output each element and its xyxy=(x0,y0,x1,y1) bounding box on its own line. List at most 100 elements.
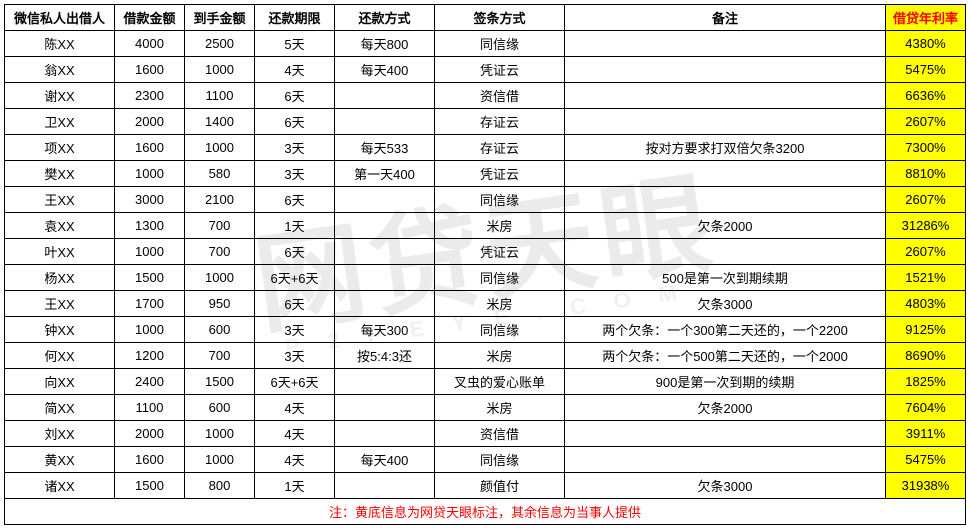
cell-repay: 每天533 xyxy=(335,135,435,161)
cell-received: 2100 xyxy=(185,187,255,213)
table-row: 诸XX15008001天颜值付欠条300031938% xyxy=(5,473,966,499)
cell-received: 1000 xyxy=(185,447,255,473)
cell-apr: 7300% xyxy=(886,135,966,161)
table-row: 叶XX10007006天凭证云2607% xyxy=(5,239,966,265)
header-repay: 还款方式 xyxy=(335,5,435,31)
cell-note: 900是第一次到期的续期 xyxy=(565,369,886,395)
cell-note: 欠条3000 xyxy=(565,291,886,317)
cell-received: 950 xyxy=(185,291,255,317)
cell-amount: 1700 xyxy=(115,291,185,317)
cell-apr: 8810% xyxy=(886,161,966,187)
cell-period: 6天 xyxy=(255,109,335,135)
cell-repay xyxy=(335,473,435,499)
cell-amount: 2000 xyxy=(115,421,185,447)
cell-lender: 向XX xyxy=(5,369,115,395)
cell-amount: 1600 xyxy=(115,57,185,83)
cell-period: 6天 xyxy=(255,187,335,213)
cell-lender: 简XX xyxy=(5,395,115,421)
cell-note: 按对方要求打双倍欠条3200 xyxy=(565,135,886,161)
table-header-row: 微信私人出借人借款金额到手金额还款期限还款方式签条方式备注借贷年利率 xyxy=(5,5,966,31)
table-row: 向XX240015006天+6天叉虫的爱心账单900是第一次到期的续期1825% xyxy=(5,369,966,395)
cell-amount: 1000 xyxy=(115,239,185,265)
table-row: 刘XX200010004天资信借3911% xyxy=(5,421,966,447)
table-row: 樊XX10005803天第一天400凭证云8810% xyxy=(5,161,966,187)
header-period: 还款期限 xyxy=(255,5,335,31)
table-row: 王XX300021006天同信缘2607% xyxy=(5,187,966,213)
cell-received: 580 xyxy=(185,161,255,187)
cell-repay: 第一天400 xyxy=(335,161,435,187)
cell-amount: 2300 xyxy=(115,83,185,109)
cell-lender: 王XX xyxy=(5,291,115,317)
cell-amount: 2400 xyxy=(115,369,185,395)
cell-sign: 存证云 xyxy=(435,135,565,161)
table-row: 简XX11006004天米房欠条20007604% xyxy=(5,395,966,421)
cell-amount: 1600 xyxy=(115,447,185,473)
cell-sign: 资信借 xyxy=(435,83,565,109)
cell-sign: 叉虫的爱心账单 xyxy=(435,369,565,395)
cell-lender: 叶XX xyxy=(5,239,115,265)
cell-apr: 2607% xyxy=(886,187,966,213)
cell-apr: 6636% xyxy=(886,83,966,109)
cell-apr: 4803% xyxy=(886,291,966,317)
cell-received: 1400 xyxy=(185,109,255,135)
cell-lender: 袁XX xyxy=(5,213,115,239)
cell-note: 欠条2000 xyxy=(565,395,886,421)
cell-lender: 刘XX xyxy=(5,421,115,447)
cell-sign: 同信缘 xyxy=(435,265,565,291)
cell-period: 3天 xyxy=(255,135,335,161)
cell-sign: 米房 xyxy=(435,343,565,369)
cell-repay: 每天400 xyxy=(335,447,435,473)
cell-received: 1500 xyxy=(185,369,255,395)
cell-received: 1000 xyxy=(185,135,255,161)
cell-amount: 1100 xyxy=(115,395,185,421)
cell-note xyxy=(565,161,886,187)
cell-apr: 5475% xyxy=(886,447,966,473)
table-row: 黄XX160010004天每天400同信缘5475% xyxy=(5,447,966,473)
cell-note: 500是第一次到期续期 xyxy=(565,265,886,291)
cell-received: 1100 xyxy=(185,83,255,109)
cell-sign: 米房 xyxy=(435,291,565,317)
table-row: 项XX160010003天每天533存证云按对方要求打双倍欠条32007300% xyxy=(5,135,966,161)
cell-lender: 黄XX xyxy=(5,447,115,473)
table-row: 袁XX13007001天米房欠条200031286% xyxy=(5,213,966,239)
cell-apr: 7604% xyxy=(886,395,966,421)
cell-note xyxy=(565,109,886,135)
cell-sign: 同信缘 xyxy=(435,187,565,213)
cell-sign: 资信借 xyxy=(435,421,565,447)
cell-apr: 5475% xyxy=(886,57,966,83)
cell-apr: 2607% xyxy=(886,109,966,135)
cell-sign: 同信缘 xyxy=(435,31,565,57)
cell-amount: 1500 xyxy=(115,473,185,499)
header-lender: 微信私人出借人 xyxy=(5,5,115,31)
cell-period: 6天 xyxy=(255,291,335,317)
cell-lender: 陈XX xyxy=(5,31,115,57)
cell-note xyxy=(565,187,886,213)
header-note: 备注 xyxy=(565,5,886,31)
cell-lender: 何XX xyxy=(5,343,115,369)
cell-repay: 每天800 xyxy=(335,31,435,57)
cell-period: 6天 xyxy=(255,239,335,265)
table-row: 翁XX160010004天每天400凭证云5475% xyxy=(5,57,966,83)
cell-period: 4天 xyxy=(255,421,335,447)
cell-amount: 1300 xyxy=(115,213,185,239)
table-row: 王XX17009506天 米房欠条30004803% xyxy=(5,291,966,317)
cell-apr: 1521% xyxy=(886,265,966,291)
table-row: 卫XX200014006天存证云2607% xyxy=(5,109,966,135)
cell-repay xyxy=(335,187,435,213)
cell-sign: 米房 xyxy=(435,213,565,239)
cell-sign: 凭证云 xyxy=(435,239,565,265)
cell-repay xyxy=(335,213,435,239)
cell-lender: 钟XX xyxy=(5,317,115,343)
header-apr: 借贷年利率 xyxy=(886,5,966,31)
cell-received: 1000 xyxy=(185,265,255,291)
cell-amount: 1000 xyxy=(115,317,185,343)
cell-period: 4天 xyxy=(255,57,335,83)
cell-repay xyxy=(335,83,435,109)
cell-note xyxy=(565,31,886,57)
table-row: 钟XX10006003天每天300同信缘两个欠条：一个300第二天还的，一个22… xyxy=(5,317,966,343)
cell-period: 6天+6天 xyxy=(255,369,335,395)
cell-note: 两个欠条：一个300第二天还的，一个2200 xyxy=(565,317,886,343)
cell-amount: 1600 xyxy=(115,135,185,161)
cell-received: 700 xyxy=(185,343,255,369)
cell-amount: 4000 xyxy=(115,31,185,57)
